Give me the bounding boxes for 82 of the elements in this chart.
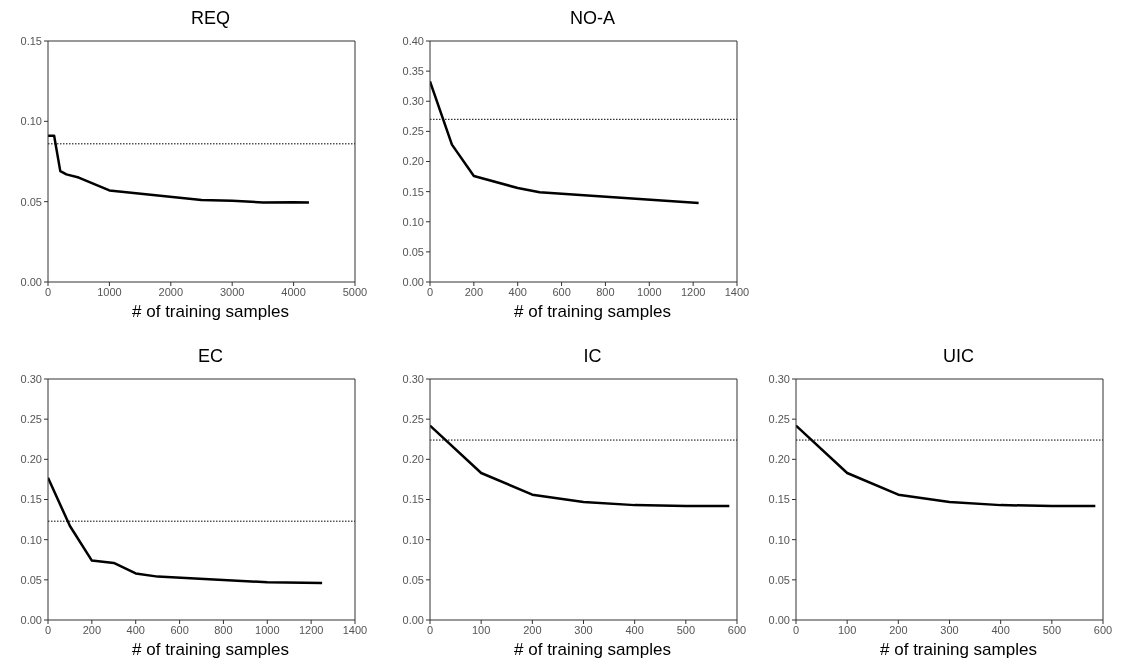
x-axis-title: # of training samples xyxy=(513,640,672,660)
x-tick-label: 4000 xyxy=(281,285,306,298)
x-tick-label: 400 xyxy=(126,623,145,636)
x-tick-label: 100 xyxy=(837,623,857,636)
chart-title: EC xyxy=(197,346,224,368)
y-tick-label: 0.10 xyxy=(20,115,42,128)
x-tick-label: 5000 xyxy=(342,285,368,298)
x-tick-label: 200 xyxy=(523,623,542,636)
y-tick-label: 0.20 xyxy=(20,453,42,466)
x-tick-label: 400 xyxy=(625,623,644,636)
x-tick-label: 500 xyxy=(1042,623,1062,636)
x-axis-title: # of training samples xyxy=(131,640,290,660)
x-tick-label: 2000 xyxy=(158,285,184,298)
y-tick-label: 0.25 xyxy=(768,413,790,426)
x-tick-label: 0 xyxy=(426,623,434,636)
x-tick-label: 600 xyxy=(1093,623,1113,636)
x-tick-label: 1400 xyxy=(342,623,368,636)
y-tick-label: 0.05 xyxy=(402,573,424,586)
x-tick-label: 200 xyxy=(464,285,484,298)
y-tick-label: 0.20 xyxy=(402,453,424,466)
y-tick-label: 0.00 xyxy=(402,275,424,288)
chart-title: NO-A xyxy=(569,8,616,30)
chart-title: UIC xyxy=(942,346,975,368)
chart-title: IC xyxy=(582,346,603,368)
y-tick-label: 0.20 xyxy=(402,155,424,168)
x-tick-label: 0 xyxy=(44,623,52,636)
y-tick-label: 0.00 xyxy=(402,613,424,626)
y-tick-label: 0.25 xyxy=(402,413,424,426)
x-tick-label: 600 xyxy=(552,285,571,298)
y-tick-label: 0.40 xyxy=(402,34,424,47)
line-series xyxy=(796,424,1097,508)
y-tick-label: 0.15 xyxy=(20,493,42,506)
y-tick-label: 0.00 xyxy=(20,613,42,626)
y-tick-label: 0.10 xyxy=(768,533,790,546)
y-tick-label: 0.05 xyxy=(402,245,424,258)
x-tick-label: 0 xyxy=(44,285,52,298)
x-tick-label: 800 xyxy=(596,285,615,298)
x-tick-label: 200 xyxy=(82,623,102,636)
x-tick-label: 300 xyxy=(574,623,593,636)
y-tick-label: 0.05 xyxy=(20,195,42,208)
y-tick-label: 0.15 xyxy=(402,493,424,506)
y-tick-label: 0.00 xyxy=(768,613,790,626)
x-tick-label: 1000 xyxy=(97,285,122,298)
y-tick-label: 0.20 xyxy=(768,453,790,466)
y-tick-label: 0.10 xyxy=(402,533,424,546)
y-tick-label: 0.25 xyxy=(402,125,424,138)
x-axis-title: # of training samples xyxy=(131,302,290,322)
x-tick-label: 600 xyxy=(170,623,189,636)
x-tick-label: 3000 xyxy=(219,285,245,298)
x-tick-label: 0 xyxy=(792,623,800,636)
y-tick-label: 0.05 xyxy=(20,573,42,586)
y-tick-label: 0.30 xyxy=(20,372,42,385)
x-tick-label: 0 xyxy=(426,285,434,298)
x-tick-label: 400 xyxy=(991,623,1010,636)
y-tick-label: 0.25 xyxy=(20,413,42,426)
y-tick-label: 0.15 xyxy=(20,34,42,47)
y-tick-label: 0.15 xyxy=(768,493,790,506)
x-tick-label: 1400 xyxy=(724,285,750,298)
y-tick-label: 0.05 xyxy=(768,573,790,586)
x-tick-label: 400 xyxy=(508,285,527,298)
chart-title: REQ xyxy=(190,8,231,30)
x-axis-title: # of training samples xyxy=(513,302,672,322)
x-tick-label: 1200 xyxy=(298,623,324,636)
y-tick-label: 0.30 xyxy=(402,372,424,385)
y-tick-label: 0.15 xyxy=(402,185,424,198)
x-tick-label: 200 xyxy=(889,623,908,636)
y-tick-label: 0.30 xyxy=(402,95,424,108)
x-tick-label: 1000 xyxy=(637,285,662,298)
y-tick-label: 0.35 xyxy=(402,65,424,78)
y-tick-label: 0.10 xyxy=(402,215,424,228)
x-tick-label: 800 xyxy=(214,623,233,636)
x-tick-label: 300 xyxy=(940,623,959,636)
x-tick-label: 600 xyxy=(727,623,747,636)
y-tick-label: 0.00 xyxy=(20,275,42,288)
x-tick-label: 1200 xyxy=(680,285,706,298)
x-tick-label: 500 xyxy=(676,623,696,636)
x-axis-title: # of training samples xyxy=(879,640,1038,660)
y-tick-label: 0.30 xyxy=(768,372,790,385)
line-series xyxy=(430,424,731,508)
x-tick-label: 1000 xyxy=(255,623,280,636)
y-tick-label: 0.10 xyxy=(20,533,42,546)
x-tick-label: 100 xyxy=(471,623,491,636)
